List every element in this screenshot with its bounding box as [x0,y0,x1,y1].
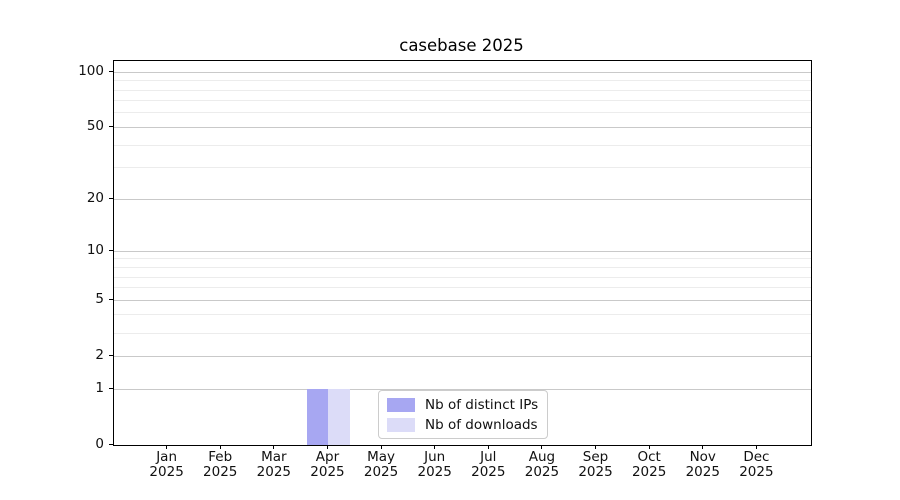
y-tick-label: 2 [95,347,104,364]
x-tick-mark [166,445,168,449]
x-tick-mark [702,445,704,449]
x-tick-label: Jun 2025 [417,449,452,480]
y-tick-mark [109,354,113,356]
y-tick-label: 0 [95,436,104,452]
gridline-minor [114,332,811,334]
x-tick-mark [219,445,221,449]
legend-swatch [387,417,415,432]
x-tick-label: Oct 2025 [631,449,667,480]
x-tick-mark [326,445,328,449]
y-tick-mark [109,298,113,300]
gridline-minor [114,267,811,268]
y-tick-mark [109,125,113,127]
y-tick-label: 10 [86,242,104,259]
gridline-minor [114,144,811,146]
gridline-minor [114,287,811,289]
y-tick-label: 20 [86,190,104,207]
gridline-minor [114,314,811,316]
x-tick-mark [273,445,275,449]
legend-item: Nb of downloads [387,416,538,433]
x-tick-label: Sep 2025 [578,449,613,480]
x-tick-label: Dec 2025 [739,449,774,480]
x-tick-mark [541,445,543,449]
y-tick-label: 100 [78,63,104,80]
gridline-major [114,355,811,357]
legend-label: Nb of distinct IPs [425,396,539,413]
y-tick-mark [109,443,113,445]
gridline-minor [114,258,811,260]
x-tick-mark [648,445,650,449]
y-tick-label: 50 [86,118,104,135]
gridline-major [114,388,811,390]
gridline-major [114,71,811,73]
x-tick-mark [595,445,597,449]
gridline-minor [114,276,811,278]
legend-label: Nb of downloads [425,416,538,433]
legend-swatch [387,397,415,412]
x-tick-mark [487,445,489,449]
bar-nb-of-downloads [328,389,350,445]
legend-item: Nb of distinct IPs [387,396,538,413]
gridline-major [114,299,811,301]
y-tick-label: 5 [95,291,104,308]
y-tick-mark [109,197,113,199]
gridline-minor [114,89,811,91]
x-tick-mark [380,445,382,449]
x-tick-label: Jan 2025 [149,449,184,480]
gridline-major [114,250,811,252]
gridline-minor [114,167,811,169]
y-tick-label: 1 [95,380,104,396]
x-tick-label: Jul 2025 [471,449,506,480]
plot-area [113,60,812,446]
x-tick-label: Nov 2025 [685,449,720,480]
x-tick-mark [755,445,757,449]
x-tick-label: May 2025 [363,449,399,480]
bar-nb-of-distinct-ips [307,389,329,445]
chart-title: casebase 2025 [399,36,524,55]
x-tick-label: Apr 2025 [310,449,345,480]
gridline-minor [114,100,811,102]
x-tick-label: Mar 2025 [256,449,292,480]
gridline-minor [114,112,811,114]
gridline-major [114,198,811,200]
legend: Nb of distinct IPs Nb of downloads [378,390,549,439]
y-tick-mark [109,70,113,72]
gridline-minor [114,80,811,82]
x-tick-label: Feb 2025 [203,449,238,480]
y-tick-mark [109,387,113,389]
y-tick-mark [109,249,113,251]
gridline-major [114,126,811,128]
x-tick-label: Aug 2025 [524,449,560,480]
x-tick-mark [434,445,436,449]
